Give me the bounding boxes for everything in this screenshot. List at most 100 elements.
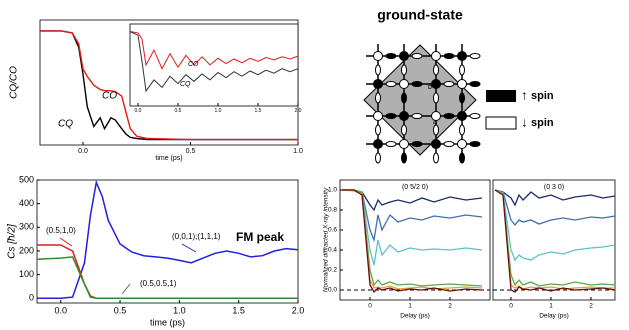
legend-label: spin: [531, 90, 554, 102]
orbital: [433, 124, 439, 136]
orbital: [385, 141, 397, 147]
x-tick-label: 1.5: [255, 108, 262, 114]
series-line: [36, 256, 298, 300]
annotation: CQ: [180, 81, 191, 88]
lattice-site: [399, 79, 409, 89]
lattice-site: [399, 111, 409, 121]
series-line: [342, 189, 483, 243]
orbital: [443, 141, 455, 147]
lattice-site: [457, 111, 467, 121]
orbital: [459, 92, 465, 104]
orbital: [433, 92, 439, 104]
orbital: [443, 81, 455, 87]
orbital: [411, 81, 423, 87]
lattice-site: [373, 111, 383, 121]
y-tick-label: 200: [19, 245, 34, 255]
orbital: [375, 92, 381, 104]
lattice-site: [431, 139, 441, 149]
lattice-site: [373, 51, 383, 61]
x-tick-label: 1: [408, 303, 412, 310]
series-line: [494, 189, 616, 262]
y-tick-label: 0.8: [328, 207, 337, 214]
annotation: FM peak: [236, 230, 284, 244]
series-line: [342, 189, 483, 212]
orbital: [459, 124, 465, 136]
plot-frame: [129, 23, 299, 107]
lattice-site: [373, 79, 383, 89]
lattice-site: [431, 51, 441, 61]
legend-label: spin: [531, 117, 554, 129]
x-tick-label: 0.5: [186, 148, 196, 155]
series-line: [342, 189, 483, 294]
y-tick-label: 0: [29, 293, 34, 303]
x-tick-label: 2: [448, 303, 452, 310]
annotation-arrow: [59, 237, 73, 247]
x-tick-label: 1.0: [215, 108, 222, 114]
x-tick-label: 2: [589, 303, 593, 310]
y-axis-label: Normalized diffracted X-ray intensity: [323, 187, 330, 292]
series-line: [494, 189, 616, 207]
panel-title: (0 3 0): [544, 184, 564, 191]
lattice-label: a: [433, 119, 437, 126]
x-tick-label: 0.0: [54, 305, 67, 315]
orbital: [443, 53, 455, 59]
orbital: [433, 64, 439, 76]
legend-symbol: ↓: [521, 114, 528, 129]
lattice-site: [399, 51, 409, 61]
orbital: [411, 113, 423, 119]
lattice-site: [399, 139, 409, 149]
x-tick-label: 2.0: [292, 305, 305, 315]
series-line: [494, 189, 616, 227]
series-line: [129, 31, 299, 70]
series-line: [342, 189, 483, 266]
annotation-arrow: [181, 243, 197, 253]
x-tick-label: 0: [368, 303, 372, 310]
orbital: [459, 64, 465, 76]
annotation: CO: [102, 91, 117, 102]
y-tick-label: 0.2: [328, 267, 337, 274]
x-tick-label: 0: [509, 303, 513, 310]
orbital: [385, 53, 397, 59]
orbital: [385, 81, 397, 87]
lattice-site: [373, 139, 383, 149]
x-tick-label: 1.0: [293, 148, 303, 155]
orbital: [469, 53, 481, 59]
x-tick-label: 2.0: [295, 108, 302, 114]
series-line: [494, 189, 616, 287]
x-tick-label: 0.0: [135, 108, 142, 114]
y-tick-label: 500: [19, 174, 34, 184]
series-line: [494, 189, 616, 293]
y-tick-label: 0.6: [328, 227, 337, 234]
plot-frame: [36, 179, 299, 304]
lattice-site: [431, 111, 441, 121]
orbital: [375, 152, 381, 164]
y-tick-label: 0.4: [328, 247, 337, 254]
x-axis-label: time (ps): [155, 155, 182, 162]
x-axis-label: Delay (ps): [400, 313, 430, 320]
lattice-diagram: [363, 44, 481, 164]
series-line: [37, 179, 299, 300]
diagram-title: ground-state: [377, 7, 463, 23]
annotation: CO: [188, 61, 199, 68]
x-tick-label: 1: [549, 303, 553, 310]
annotation: (0.5,0.5,1): [140, 279, 177, 288]
annotation: (0,0,1);(1,1,1): [172, 232, 221, 241]
series-line: [40, 30, 298, 141]
x-axis-label: time (ps): [150, 317, 185, 327]
y-axis-label: Cs [ħ/2]: [7, 224, 18, 259]
y-tick-label: 100: [19, 269, 34, 279]
annotation: (0.5,1,0): [46, 226, 76, 235]
y-tick-label: 300: [19, 222, 34, 232]
x-tick-label: 0.5: [114, 305, 127, 315]
orbital: [401, 152, 407, 164]
y-axis-label: CQ/CO: [9, 66, 20, 99]
series-line: [494, 189, 615, 290]
lattice-site: [457, 139, 467, 149]
lattice-site: [431, 79, 441, 89]
y-tick-label: 1.0: [328, 187, 337, 194]
orbital: [469, 141, 481, 147]
orbital: [443, 113, 455, 119]
x-tick-label: 1.0: [173, 305, 186, 315]
series-line: [40, 30, 298, 141]
